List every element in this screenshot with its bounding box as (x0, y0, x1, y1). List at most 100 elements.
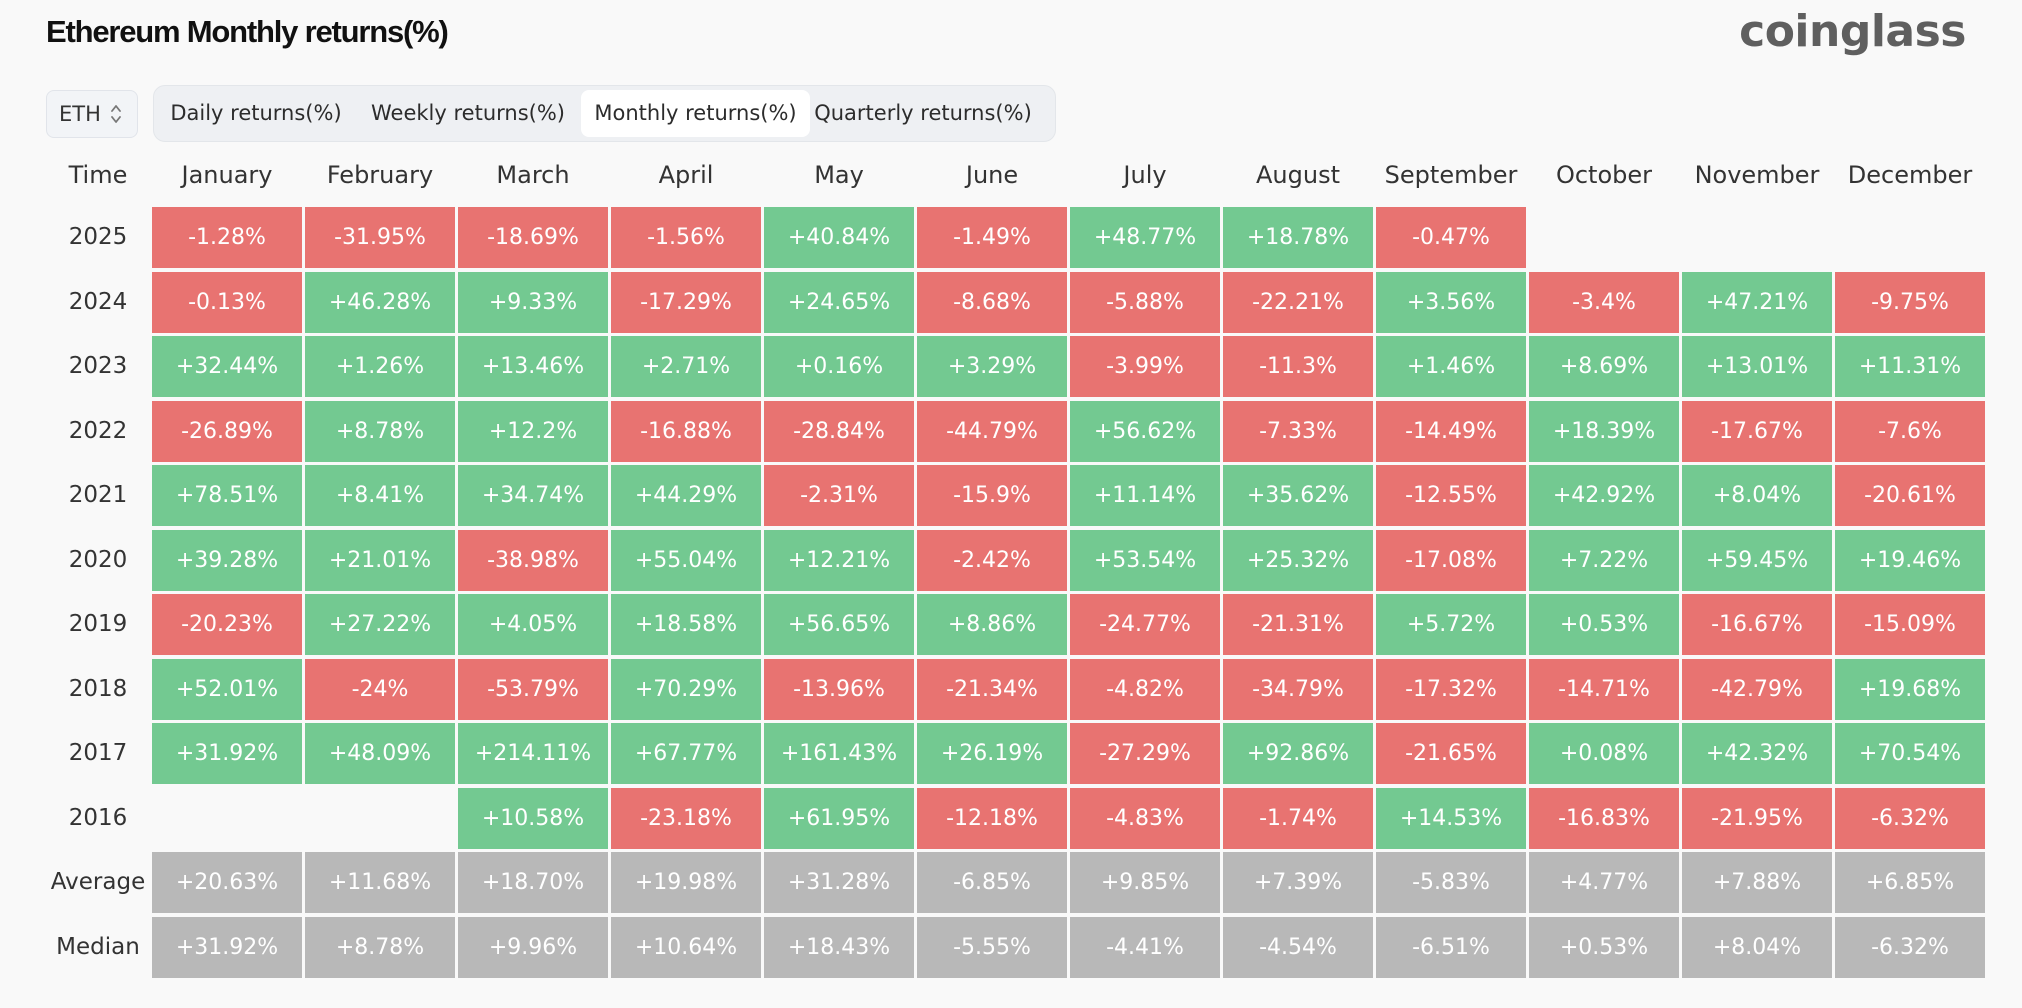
average-cell-april: +19.98% (611, 852, 761, 913)
month-header-june: June (965, 161, 1019, 189)
return-cell-2023-september: +1.46% (1376, 336, 1526, 397)
return-cell-2017-march: +214.11% (458, 723, 608, 784)
month-header-january: January (181, 161, 273, 189)
return-cell-2019-march: +4.05% (458, 594, 608, 655)
average-cell-december: +6.85% (1835, 852, 1985, 913)
return-cell-2018-june: -21.34% (917, 659, 1067, 720)
return-cell-2017-july: -27.29% (1070, 723, 1220, 784)
return-cell-2017-may: +161.43% (764, 723, 914, 784)
return-cell-2016-april: -23.18% (611, 788, 761, 849)
return-cell-2017-september: -21.65% (1376, 723, 1526, 784)
year-label-2016: 2016 (68, 805, 128, 831)
year-label-2024: 2024 (68, 289, 128, 315)
return-cell-2021-june: -15.9% (917, 465, 1067, 526)
median-cell-march: +9.96% (458, 917, 608, 978)
return-cell-2023-october: +8.69% (1529, 336, 1679, 397)
return-cell-2019-september: +5.72% (1376, 594, 1526, 655)
return-cell-2020-march: -38.98% (458, 530, 608, 591)
return-cell-2017-october: +0.08% (1529, 723, 1679, 784)
tab-daily-returns[interactable]: Daily returns(%) (170, 101, 342, 125)
month-header-february: February (326, 161, 434, 189)
return-cell-2016-july: -4.83% (1070, 788, 1220, 849)
coinglass-logo: coinglass (1739, 6, 1966, 57)
median-cell-october: +0.53% (1529, 917, 1679, 978)
return-cell-2021-may: -2.31% (764, 465, 914, 526)
return-cell-2022-may: -28.84% (764, 401, 914, 462)
month-header-december: December (1847, 161, 1973, 189)
return-cell-2018-may: -13.96% (764, 659, 914, 720)
return-cell-2016-october: -16.83% (1529, 788, 1679, 849)
return-cell-2024-november: +47.21% (1682, 272, 1832, 333)
chevron-up-down-icon (111, 105, 121, 123)
return-cell-2019-june: +8.86% (917, 594, 1067, 655)
median-cell-november: +8.04% (1682, 917, 1832, 978)
return-cell-2016-june: -12.18% (917, 788, 1067, 849)
return-cell-2024-august: -22.21% (1223, 272, 1373, 333)
average-cell-august: +7.39% (1223, 852, 1373, 913)
return-cell-2022-august: -7.33% (1223, 401, 1373, 462)
return-cell-2024-february: +46.28% (305, 272, 455, 333)
return-cell-2018-march: -53.79% (458, 659, 608, 720)
tab-quarterly-returns[interactable]: Quarterly returns(%) (814, 101, 1032, 125)
return-cell-2019-october: +0.53% (1529, 594, 1679, 655)
year-label-2018: 2018 (68, 676, 128, 702)
median-cell-august: -4.54% (1223, 917, 1373, 978)
return-cell-2023-november: +13.01% (1682, 336, 1832, 397)
return-cell-2020-december: +19.46% (1835, 530, 1985, 591)
return-cell-2020-july: +53.54% (1070, 530, 1220, 591)
return-cell-2024-october: -3.4% (1529, 272, 1679, 333)
average-cell-november: +7.88% (1682, 852, 1832, 913)
return-cell-2016-november: -21.95% (1682, 788, 1832, 849)
return-cell-2021-november: +8.04% (1682, 465, 1832, 526)
year-label-2019: 2019 (68, 611, 128, 637)
return-cell-2025-may: +40.84% (764, 207, 914, 268)
average-cell-june: -6.85% (917, 852, 1067, 913)
return-cell-2025-february: -31.95% (305, 207, 455, 268)
average-cell-july: +9.85% (1070, 852, 1220, 913)
returns-tabs: Daily returns(%) Weekly returns(%) Month… (153, 85, 1056, 142)
median-cell-july: -4.41% (1070, 917, 1220, 978)
return-cell-2021-march: +34.74% (458, 465, 608, 526)
return-cell-2020-august: +25.32% (1223, 530, 1373, 591)
tab-weekly-returns[interactable]: Weekly returns(%) (371, 101, 565, 125)
return-cell-2021-august: +35.62% (1223, 465, 1373, 526)
return-cell-2022-january: -26.89% (152, 401, 302, 462)
return-cell-2016-december: -6.32% (1835, 788, 1985, 849)
return-cell-2025-august: +18.78% (1223, 207, 1373, 268)
return-cell-2018-november: -42.79% (1682, 659, 1832, 720)
return-cell-2020-september: -17.08% (1376, 530, 1526, 591)
return-cell-2022-october: +18.39% (1529, 401, 1679, 462)
return-cell-2017-april: +67.77% (611, 723, 761, 784)
return-cell-2019-july: -24.77% (1070, 594, 1220, 655)
return-cell-2024-july: -5.88% (1070, 272, 1220, 333)
median-cell-june: -5.55% (917, 917, 1067, 978)
median-cell-february: +8.78% (305, 917, 455, 978)
return-cell-2017-february: +48.09% (305, 723, 455, 784)
return-cell-2025-january: -1.28% (152, 207, 302, 268)
return-cell-2024-june: -8.68% (917, 272, 1067, 333)
median-row-label: Median (56, 934, 140, 960)
year-label-2025: 2025 (68, 224, 128, 250)
return-cell-2021-april: +44.29% (611, 465, 761, 526)
return-cell-2019-november: -16.67% (1682, 594, 1832, 655)
year-label-2017: 2017 (68, 740, 128, 766)
symbol-select[interactable]: ETH (46, 90, 138, 138)
symbol-select-value: ETH (59, 102, 101, 126)
return-cell-2023-march: +13.46% (458, 336, 608, 397)
return-cell-2023-august: -11.3% (1223, 336, 1373, 397)
return-cell-2024-march: +9.33% (458, 272, 608, 333)
return-cell-2018-february: -24% (305, 659, 455, 720)
median-cell-may: +18.43% (764, 917, 914, 978)
tab-monthly-returns[interactable]: Monthly returns(%) (581, 90, 810, 137)
page-title: Ethereum Monthly returns(%) (46, 14, 449, 49)
return-cell-2020-may: +12.21% (764, 530, 914, 591)
return-cell-2018-january: +52.01% (152, 659, 302, 720)
return-cell-2023-april: +2.71% (611, 336, 761, 397)
return-cell-2020-april: +55.04% (611, 530, 761, 591)
return-cell-2020-january: +39.28% (152, 530, 302, 591)
return-cell-2017-november: +42.32% (1682, 723, 1832, 784)
return-cell-2025-march: -18.69% (458, 207, 608, 268)
return-cell-2022-december: -7.6% (1835, 401, 1985, 462)
return-cell-2017-december: +70.54% (1835, 723, 1985, 784)
